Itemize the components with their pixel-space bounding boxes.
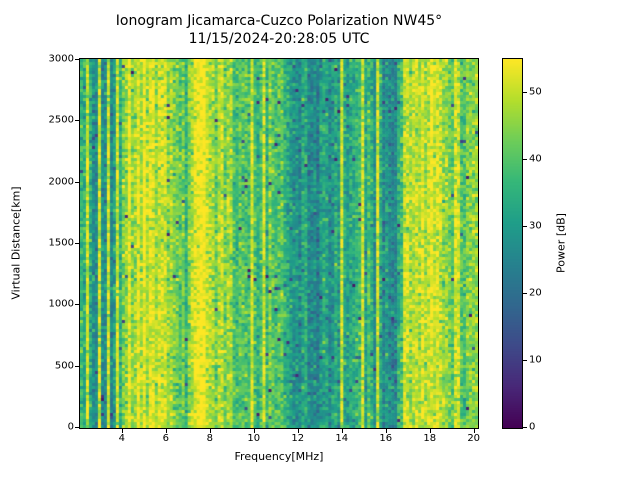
x-tick-mark [429,429,431,433]
x-tick-mark [253,429,255,433]
x-tick-label: 14 [335,433,349,444]
y-tick-label: 2000 [48,176,74,188]
y-tick-label: 0 [67,421,74,433]
x-tick-mark [297,429,299,433]
colorbar-tick-label: 50 [529,86,542,98]
colorbar-tick-label: 20 [529,287,542,299]
x-tick-label: 10 [247,433,261,444]
y-tick-mark [75,120,79,122]
x-tick-mark [121,429,123,433]
axes-border [79,58,479,429]
ionogram-heatmap [80,59,478,428]
y-tick-label: 2500 [48,114,74,126]
y-tick-mark [75,304,79,306]
x-tick-label: 6 [162,433,169,444]
x-axis-label: Frequency[MHz] [234,450,324,463]
colorbar-border [502,58,523,429]
colorbar-tick-mark [523,427,527,428]
chart-subtitle: 11/15/2024-20:28:05 UTC [188,31,370,47]
x-tick-label: 18 [423,433,437,444]
colorbar-tick-mark [523,159,527,161]
x-tick-mark [473,429,475,433]
x-tick-mark [385,429,387,433]
colorbar-tick-label: 30 [529,220,542,232]
y-tick-label: 500 [54,360,74,372]
colorbar [503,59,522,428]
x-tick-label: 20 [467,433,481,444]
title-block: Ionogram Jicamarca-Cuzco Polarization NW… [79,12,479,48]
x-tick-mark [209,429,211,433]
x-tick-label: 8 [206,433,213,444]
x-tick-mark [165,429,167,433]
y-tick-mark [75,181,79,183]
y-tick-mark [75,365,79,367]
colorbar-tick-mark [523,293,527,295]
y-tick-label: 1500 [48,237,74,249]
y-tick-mark [75,427,79,428]
y-tick-mark [75,243,79,244]
colorbar-tick-label: 40 [529,153,542,165]
y-tick-mark [75,59,79,60]
colorbar-tick-label: 10 [529,354,542,366]
x-tick-label: 12 [291,433,305,444]
colorbar-tick-mark [523,92,527,94]
x-tick-label: 4 [118,433,125,444]
x-tick-label: 16 [379,433,393,444]
y-tick-label: 1000 [48,298,74,310]
y-axis-label: Virtual Distance[km] [9,186,23,300]
colorbar-tick-label: 0 [529,421,536,433]
colorbar-label: Power [dB] [554,213,568,273]
y-tick-label: 3000 [48,53,74,65]
x-tick-mark [341,429,343,433]
colorbar-tick-mark [523,360,527,362]
colorbar-tick-mark [523,226,527,228]
chart-title: Ionogram Jicamarca-Cuzco Polarization NW… [115,13,443,29]
